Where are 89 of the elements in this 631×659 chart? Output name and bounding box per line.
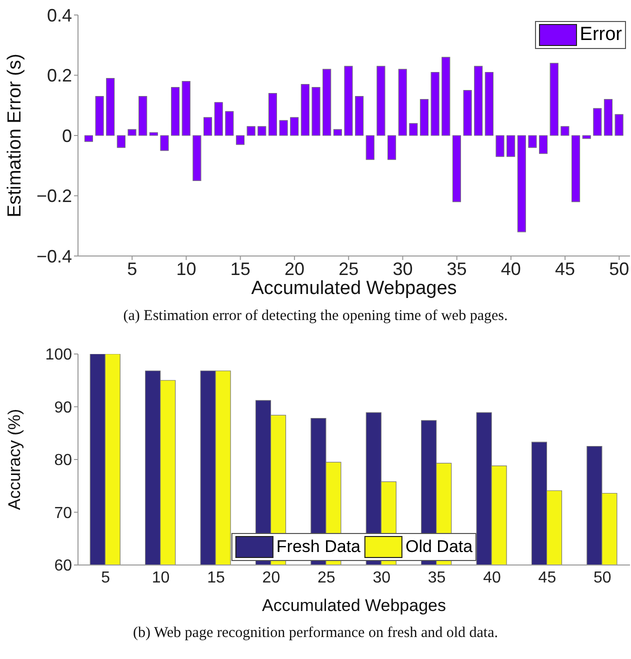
y-tick-label: 100 — [45, 346, 72, 364]
bar — [246, 126, 256, 136]
text: (a) Estimation error of detecting the opening time of web pages. — [122, 308, 509, 325]
legend-label: Fresh Data — [276, 537, 360, 557]
bar — [430, 72, 440, 136]
bar — [398, 68, 407, 136]
bar — [322, 68, 332, 136]
bar — [463, 90, 472, 136]
x-tick-label: 25 — [318, 569, 336, 586]
bar — [452, 135, 462, 202]
bar — [376, 66, 386, 136]
bar — [344, 66, 353, 136]
bar — [312, 87, 320, 136]
x-tick-label: 15 — [207, 569, 225, 586]
x-tick-label: 45 — [538, 569, 556, 586]
y-tick-label: 80 — [54, 452, 72, 470]
x-tick-label: 25 — [338, 258, 359, 279]
bar — [116, 135, 126, 148]
x-tick-label: 40 — [500, 258, 521, 279]
bar — [496, 135, 504, 157]
bar — [474, 66, 483, 136]
bar — [355, 96, 364, 136]
y-tick-label: 0.4 — [46, 5, 72, 26]
y-tick-label: 60 — [54, 558, 72, 575]
bar — [614, 114, 624, 136]
bar — [138, 96, 148, 136]
y-tick-label: 0 — [62, 126, 72, 146]
x-tick-label: 20 — [262, 569, 280, 586]
x-tick-label: 35 — [428, 569, 446, 586]
bar — [160, 135, 169, 151]
y-axis-title: Estimation Error (s) — [4, 54, 26, 218]
x-tick-label: 40 — [483, 569, 501, 586]
bar — [236, 135, 245, 145]
legend-label: Error — [580, 24, 622, 46]
bar — [506, 135, 516, 157]
bar — [95, 96, 104, 136]
bar — [290, 117, 299, 136]
x-tick-label: 45 — [555, 258, 576, 279]
x-tick-label: 20 — [284, 258, 304, 279]
bar — [182, 80, 190, 136]
y-tick-label: 0.2 — [46, 66, 72, 86]
bar — [333, 129, 342, 136]
bar — [192, 135, 202, 181]
bar — [528, 135, 537, 148]
bar — [593, 108, 602, 136]
x-tick-label: 10 — [176, 258, 196, 279]
bar — [128, 129, 136, 136]
bar — [268, 93, 278, 136]
bar — [279, 120, 288, 136]
bar — [571, 135, 580, 202]
y-axis-title: Accuracy (%) — [5, 408, 24, 510]
x-tick-label: 30 — [372, 569, 391, 586]
x-tick-label: 15 — [230, 258, 250, 279]
x-axis-title: Accumulated Webpages — [262, 596, 446, 615]
bar — [517, 135, 526, 232]
bar — [203, 117, 212, 136]
bar — [604, 99, 613, 136]
x-tick-label: 5 — [127, 258, 138, 279]
bar — [484, 72, 494, 136]
x-tick-label: 50 — [594, 569, 612, 586]
bar — [582, 135, 591, 139]
bar — [214, 102, 223, 136]
x-tick-label: 10 — [152, 569, 170, 586]
bar — [225, 111, 234, 136]
bar — [300, 84, 310, 136]
y-tick-label: −0.2 — [36, 186, 72, 206]
bar — [550, 62, 558, 136]
bar — [258, 126, 266, 136]
x-axis-title: Accumulated Webpages — [251, 278, 457, 299]
x-tick-label: 50 — [609, 258, 630, 279]
bar — [560, 126, 570, 136]
bar — [409, 123, 418, 136]
bar — [442, 56, 450, 136]
bar — [171, 87, 180, 136]
bar — [539, 135, 548, 154]
x-tick-label: 35 — [446, 258, 467, 279]
bar — [84, 135, 94, 142]
x-tick-label: 30 — [392, 258, 413, 279]
y-tick-label: 70 — [54, 504, 72, 522]
bar — [366, 135, 374, 160]
bar — [387, 135, 396, 160]
bar — [420, 99, 429, 136]
legend-label: Old Data — [406, 537, 473, 557]
y-tick-label: 90 — [54, 399, 72, 416]
bar — [106, 78, 115, 136]
text: (b) Web page recognition performance on fresh and old data. — [132, 625, 500, 642]
y-tick-label: −0.4 — [36, 246, 72, 266]
x-tick-label: 5 — [101, 569, 110, 586]
bar — [149, 132, 158, 136]
